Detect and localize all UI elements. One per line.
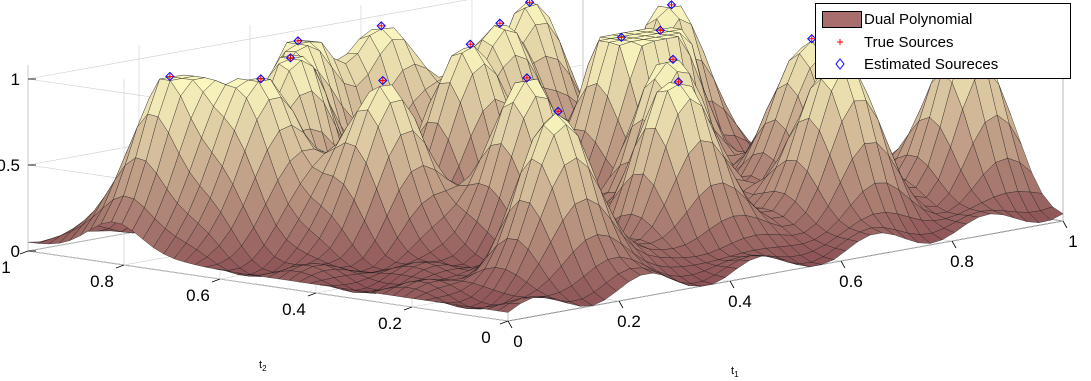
estimated-source-14 [807,34,817,44]
estimated-source-8 [376,21,386,31]
y-tick-label-5: 1 [1,258,10,277]
legend-marker-plus-icon [816,32,864,52]
y-tick-mark-1 [403,306,413,311]
legend-item-surface: Dual Polynomial [816,9,972,29]
z-tick-label-0: 0 [11,242,20,261]
estimated-source-0 [165,71,175,82]
surface-patch [497,303,521,313]
x-tick-label-5: 1 [1068,232,1077,251]
x-tick-label-3: 0.6 [839,272,863,291]
estimated-source-1 [256,74,266,84]
y-axis-label: t2 [259,359,267,373]
x-axis-label-text: t [731,365,734,377]
z-tick-label-2: 1 [11,70,20,89]
x-tick-label-0: 0 [513,332,522,351]
x-tick-mark-5 [1062,220,1068,229]
x-tick-label-4: 0.8 [950,252,974,271]
legend-label-surface: Dual Polynomial [864,10,973,28]
x-tick-label-2: 0.4 [728,292,752,311]
y-axis-label-text: t [259,359,262,371]
estimated-source-7 [465,39,475,49]
y-tick-mark-4 [115,264,125,269]
y-tick-mark-5 [19,250,29,255]
estimated-source-13 [524,0,535,7]
legend-marker-diamond-icon [816,54,864,74]
x-tick-mark-3 [840,260,846,269]
x-axis-label: t1 [731,365,739,379]
x-tick-mark-0 [507,320,513,329]
y-tick-label-3: 0.6 [186,286,210,305]
estimated-source-10 [495,18,505,28]
x-tick-mark-4 [951,240,957,249]
y-tick-label-2: 0.4 [282,300,306,319]
y-tick-label-4: 0.8 [90,272,114,291]
floor-grid-y-0 [507,220,1064,322]
x-tick-mark-1 [618,300,624,309]
x-axis-label-subscript: 1 [734,370,739,379]
y-tick-mark-2 [307,292,317,297]
y-tick-label-1: 0.2 [378,314,402,333]
estimated-source-6 [673,77,684,87]
legend-item-estimated-sources: Estimated Soureces [816,54,998,74]
x-tick-label-1: 0.2 [617,312,641,331]
estimated-source-18 [616,32,627,43]
estimated-source-5 [293,36,303,46]
legend-label-estimated-sources: Estimated Soureces [864,55,999,73]
estimated-source-12 [655,25,665,36]
estimated-source-4 [522,73,532,83]
estimated-source-3 [285,53,296,63]
estimated-source-17 [553,106,563,117]
surface [27,2,1064,313]
y-axis-label-subscript: 2 [262,364,267,373]
legend-item-true-sources: True Sources [816,32,953,52]
legend-label-true-sources: True Sources [864,33,954,51]
legend-swatch-surface [816,9,864,29]
legend: Dual Polynomial True Sources Estimated S… [815,3,1071,79]
y-tick-mark-3 [211,278,221,283]
y-tick-mark-0 [499,320,509,325]
estimated-source-2 [378,75,388,86]
estimated-source-9 [668,54,678,65]
z-tick-label-1: 0.5 [0,156,20,175]
x-tick-mark-2 [729,280,735,289]
estimated-source-15 [666,0,677,10]
y-tick-label-0: 0 [481,328,490,347]
